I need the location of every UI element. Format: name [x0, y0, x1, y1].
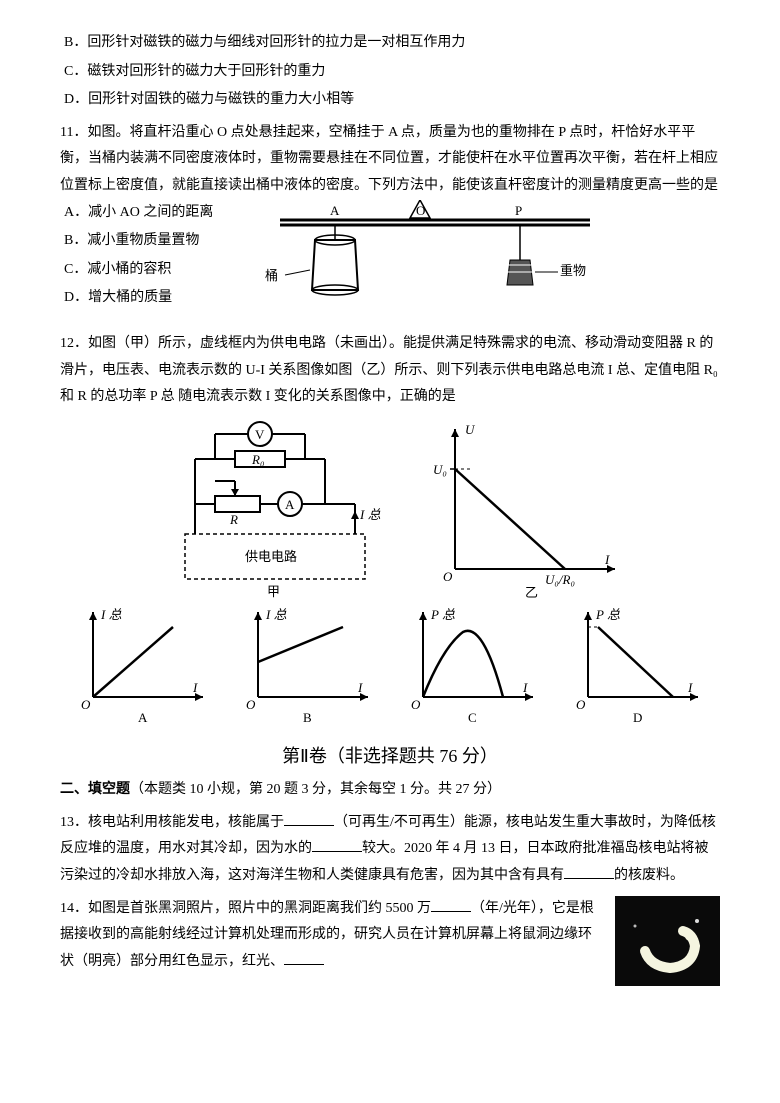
q11-number: 11．	[60, 125, 87, 140]
q11-text: 如图。将直杆沿重心 O 点处悬挂起来，空桶挂于 A 点，质量为也的重物排在 P …	[60, 125, 718, 193]
svg-text:I: I	[687, 680, 693, 695]
q12-circuit-diagram: V R₀ R A I 总 供电电	[155, 419, 385, 599]
svg-text:R₀: R₀	[251, 452, 264, 467]
svg-text:A: A	[138, 710, 148, 725]
svg-text:I 总: I 总	[265, 607, 287, 622]
q12-ui-graph: U U₀ I U₀/R₀ O 乙	[425, 419, 625, 599]
q11-option-c: C．减小桶的容积	[64, 257, 260, 284]
fill-header-note: （本题类 10 小规，第 20 题 3 分，其余每空 1 分。共 27 分）	[130, 782, 501, 797]
q13-t1: 核电站利用核能发电，核能属于	[88, 815, 284, 830]
q14-blank-2[interactable]	[284, 949, 324, 965]
q12-choice-b: I 总 I O B	[238, 607, 378, 727]
svg-text:A: A	[285, 497, 295, 512]
svg-text:U₀: U₀	[433, 462, 447, 477]
svg-text:甲: 甲	[267, 584, 280, 599]
question-14: 14．如图是首张黑洞照片，照片中的黑洞距离我们约 5500 万（年/光年），它是…	[60, 896, 720, 997]
svg-text:R: R	[229, 512, 238, 527]
q14-blank-1[interactable]	[431, 896, 471, 912]
q13-blank-2[interactable]	[312, 836, 362, 852]
q12-text: 如图（甲）所示，虚线框内为供电电路（未画出）。能提供满足特殊需求的电流、移动滑动…	[60, 336, 718, 404]
q12-choice-c: P 总 I O C	[403, 607, 543, 727]
svg-text:I: I	[522, 680, 528, 695]
svg-text:C: C	[468, 710, 477, 725]
question-13: 13．核电站利用核能发电，核能属于（可再生/不可再生）能源，核电站发生重大事故时…	[60, 810, 720, 890]
q13-blank-3[interactable]	[564, 863, 614, 879]
q13-number: 13．	[60, 815, 88, 830]
svg-text:O: O	[416, 203, 425, 218]
svg-text:O: O	[81, 697, 91, 712]
q12-choice-d: P 总 I O D	[568, 607, 708, 727]
q12-number: 12．	[60, 336, 88, 351]
svg-text:供电电路: 供电电路	[245, 549, 297, 564]
svg-text:重物: 重物	[560, 263, 586, 278]
fill-section-header: 二、填空题（本题类 10 小规，第 20 题 3 分，其余每空 1 分。共 27…	[60, 777, 720, 804]
svg-text:I: I	[192, 680, 198, 695]
svg-text:I: I	[357, 680, 363, 695]
q11-option-d: D．增大桶的质量	[64, 285, 260, 312]
svg-text:I: I	[604, 552, 610, 567]
svg-text:I 总: I 总	[359, 507, 381, 522]
fill-header-label: 二、填空题	[60, 782, 130, 797]
svg-text:O: O	[576, 697, 586, 712]
svg-text:U₀/R₀: U₀/R₀	[545, 572, 575, 587]
q10-option-c: C．磁铁对回形针的磁力大于回形针的重力	[64, 59, 720, 86]
black-hole-image	[615, 896, 720, 986]
q11-balance-diagram: A O P 桶 重物	[260, 200, 620, 315]
svg-text:D: D	[633, 710, 642, 725]
svg-text:B: B	[303, 710, 312, 725]
svg-text:A: A	[330, 203, 340, 218]
svg-text:乙: 乙	[525, 585, 538, 599]
q11-option-b: B．减小重物质量置物	[64, 228, 260, 255]
svg-text:V: V	[255, 427, 265, 442]
q13-t4: 的核废料。	[614, 868, 684, 883]
q11-option-a: A．减小 AO 之间的距离	[64, 200, 260, 227]
q10-option-b: B．回形针对磁铁的磁力与细线对回形针的拉力是一对相互作用力	[64, 30, 720, 57]
svg-text:U: U	[465, 422, 476, 437]
svg-text:P 总: P 总	[430, 607, 455, 622]
svg-text:I 总: I 总	[100, 607, 122, 622]
question-12: 12．如图（甲）所示，虚线框内为供电电路（未画出）。能提供满足特殊需求的电流、移…	[60, 331, 720, 727]
q10-option-d: D．回形针对固铁的磁力与磁铁的重力大小相等	[64, 87, 720, 114]
q14-number: 14．	[60, 901, 88, 916]
svg-text:O: O	[443, 569, 453, 584]
svg-text:O: O	[246, 697, 256, 712]
q12-choice-a: I 总 I O A	[73, 607, 213, 727]
svg-text:桶: 桶	[265, 268, 278, 283]
svg-text:O: O	[411, 697, 421, 712]
q14-t1: 如图是首张黑洞照片，照片中的黑洞距离我们约 5500 万	[88, 901, 431, 916]
section-2-title: 第Ⅱ卷（非选择题共 76 分）	[60, 739, 720, 773]
svg-text:P 总: P 总	[595, 607, 620, 622]
q13-blank-1[interactable]	[284, 810, 334, 826]
svg-text:P: P	[515, 203, 522, 218]
question-11: 11．如图。将直杆沿重心 O 点处悬挂起来，空桶挂于 A 点，质量为也的重物排在…	[60, 120, 720, 325]
